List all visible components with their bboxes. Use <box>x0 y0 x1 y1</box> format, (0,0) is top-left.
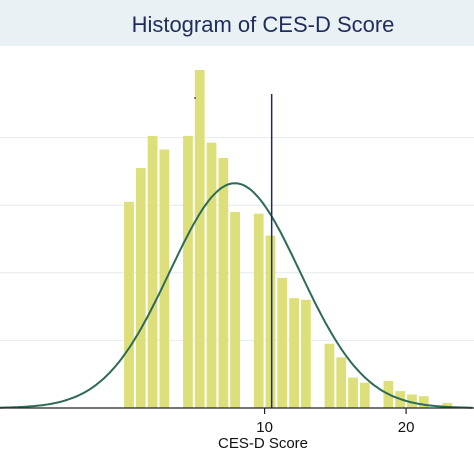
title-band <box>0 0 474 46</box>
histogram-bar-24 <box>407 394 417 408</box>
histogram-bar-14 <box>289 298 299 408</box>
histogram-bar-19 <box>348 377 358 408</box>
histogram-bar-0 <box>124 201 134 408</box>
chart-title: Histogram of CES-D Score <box>131 12 395 37</box>
stray-dot <box>194 97 196 99</box>
normal-curve <box>0 182 473 409</box>
histogram-bar-8 <box>218 157 229 408</box>
histogram-bar-2 <box>147 135 158 408</box>
histogram-bar-7 <box>206 142 217 409</box>
x-axis-title: CES-D Score <box>218 435 308 452</box>
histogram-bar-13 <box>277 277 288 408</box>
histogram-bar-17 <box>324 343 335 408</box>
histogram-bar-18 <box>336 357 347 408</box>
histogram-bar-1 <box>135 168 146 408</box>
histogram-bar-12 <box>265 235 276 408</box>
histogram-bar-27 <box>442 402 453 408</box>
histogram-bar-5 <box>183 135 193 408</box>
x-axis: 10 20 <box>0 407 474 436</box>
x-tick-label-0: 10 <box>256 419 273 436</box>
histogram-bars <box>124 70 453 409</box>
histogram-bar-25 <box>418 396 429 408</box>
histogram-bar-20 <box>359 382 370 408</box>
mean-line-layer <box>194 94 273 408</box>
histogram-bar-11 <box>253 213 264 408</box>
histogram-bar-15 <box>300 299 311 408</box>
histogram-bar-6 <box>194 70 205 408</box>
normal-curve-layer <box>0 182 473 409</box>
histogram-bar-3 <box>159 149 170 408</box>
histogram-bar-9 <box>230 211 241 408</box>
x-tick-label-1: 20 <box>398 419 415 436</box>
